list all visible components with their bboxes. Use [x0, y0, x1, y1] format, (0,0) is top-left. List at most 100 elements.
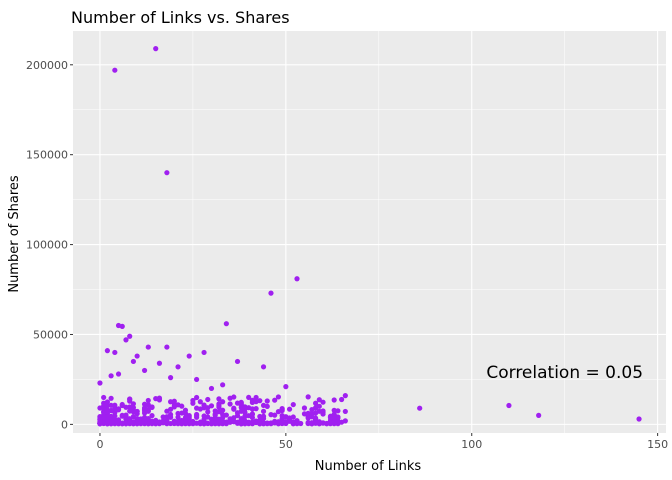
data-point: [216, 396, 222, 402]
data-point: [171, 420, 177, 427]
data-point: [335, 419, 341, 425]
data-point: [179, 410, 185, 416]
data-point: [253, 406, 259, 412]
y-axis-label: Number of Shares: [7, 175, 22, 293]
data-point: [149, 413, 155, 419]
data-point: [130, 421, 137, 427]
data-point: [108, 395, 114, 401]
data-point: [97, 421, 103, 427]
data-point: [197, 419, 203, 425]
data-point: [108, 373, 114, 379]
data-point: [231, 406, 237, 412]
data-points: [97, 46, 642, 427]
data-point: [141, 367, 148, 374]
data-point: [212, 420, 218, 427]
data-point: [331, 407, 337, 413]
data-point: [201, 413, 207, 419]
data-point: [138, 420, 144, 426]
data-point: [205, 396, 211, 403]
x-tick-label: 100: [461, 438, 482, 451]
y-tick-label: 0: [61, 418, 68, 431]
data-point: [164, 408, 170, 414]
data-point: [97, 416, 103, 423]
data-point: [249, 419, 255, 425]
data-point: [264, 398, 270, 404]
data-point: [331, 397, 337, 403]
correlation-annotation: Correlation = 0.05: [486, 363, 643, 383]
data-point: [145, 397, 151, 404]
data-point: [149, 404, 155, 410]
data-point: [208, 416, 215, 422]
data-point: [339, 396, 345, 403]
data-point: [260, 402, 267, 408]
data-point: [197, 399, 203, 405]
data-point: [253, 394, 259, 401]
data-point: [164, 344, 170, 350]
data-point: [234, 358, 241, 365]
data-point: [175, 420, 181, 426]
data-point: [104, 348, 110, 354]
data-point: [127, 398, 133, 404]
data-point: [101, 405, 107, 411]
x-tick-label: 0: [96, 438, 103, 451]
data-point: [342, 393, 348, 399]
x-tick-label: 150: [647, 438, 668, 451]
data-point: [194, 376, 200, 383]
data-point: [305, 394, 311, 400]
data-point: [112, 349, 118, 356]
data-point: [130, 413, 137, 420]
data-point: [223, 421, 229, 427]
x-tick-label: 50: [279, 438, 293, 451]
data-point: [298, 420, 304, 427]
data-point: [134, 416, 140, 423]
data-point: [327, 415, 334, 421]
data-point: [320, 420, 326, 426]
data-point: [246, 394, 252, 401]
data-point: [175, 414, 181, 420]
data-point: [536, 412, 542, 418]
data-point: [153, 396, 159, 402]
data-point: [149, 420, 155, 426]
data-point: [227, 401, 233, 407]
data-point: [182, 414, 189, 421]
data-point: [234, 410, 241, 416]
data-point: [260, 408, 267, 414]
y-tick-label: 200000: [26, 59, 68, 72]
data-point: [238, 420, 244, 426]
data-point: [260, 364, 267, 370]
data-point: [220, 382, 226, 388]
plot-panel: [73, 31, 666, 433]
data-point: [201, 349, 207, 356]
data-point: [160, 414, 166, 420]
data-point: [312, 405, 319, 411]
y-tick-label: 100000: [26, 239, 68, 252]
x-axis-ticks: 0 50 100 150: [96, 433, 668, 451]
data-point: [212, 411, 218, 417]
data-point: [331, 411, 337, 417]
data-point: [130, 358, 137, 365]
data-point: [145, 344, 151, 350]
data-point: [208, 403, 215, 409]
data-point: [208, 385, 215, 392]
data-point: [335, 414, 341, 420]
data-point: [238, 400, 244, 406]
data-point: [164, 170, 170, 176]
data-point: [145, 420, 151, 427]
data-point: [190, 420, 196, 426]
data-point: [279, 405, 285, 412]
data-point: [119, 323, 125, 329]
data-point: [167, 414, 174, 420]
data-point: [171, 400, 177, 407]
data-point: [182, 421, 189, 427]
data-point: [153, 46, 159, 52]
data-point: [242, 409, 248, 415]
data-point: [130, 404, 137, 411]
data-point: [320, 408, 326, 414]
chart-title: Number of Links vs. Shares: [71, 8, 290, 27]
data-point: [231, 419, 237, 425]
data-point: [194, 394, 200, 401]
data-point: [205, 409, 211, 415]
data-point: [286, 415, 293, 421]
data-point: [249, 411, 255, 417]
data-point: [182, 410, 189, 416]
